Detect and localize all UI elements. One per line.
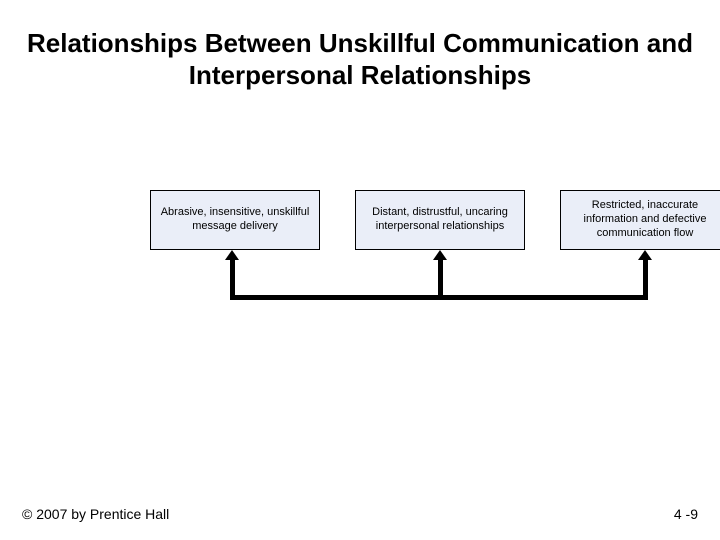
page-number: 4 -9	[674, 506, 698, 522]
feedback-vertical-1	[230, 260, 235, 300]
feedback-vertical-3	[643, 260, 648, 300]
flow-box-1: Abrasive, insensitive, unskillful messag…	[150, 190, 320, 250]
feedback-vertical-2	[438, 260, 443, 300]
flow-box-3: Restricted, inaccurate information and d…	[560, 190, 720, 250]
flow-box-2: Distant, distrustful, uncaring interpers…	[355, 190, 525, 250]
flow-diagram: Abrasive, insensitive, unskillful messag…	[0, 190, 720, 330]
slide-title: Relationships Between Unskillful Communi…	[0, 28, 720, 91]
arrowhead-up-3	[638, 250, 652, 260]
arrowhead-up-1	[225, 250, 239, 260]
copyright-text: © 2007 by Prentice Hall	[22, 506, 169, 522]
slide: Relationships Between Unskillful Communi…	[0, 0, 720, 540]
arrowhead-up-2	[433, 250, 447, 260]
